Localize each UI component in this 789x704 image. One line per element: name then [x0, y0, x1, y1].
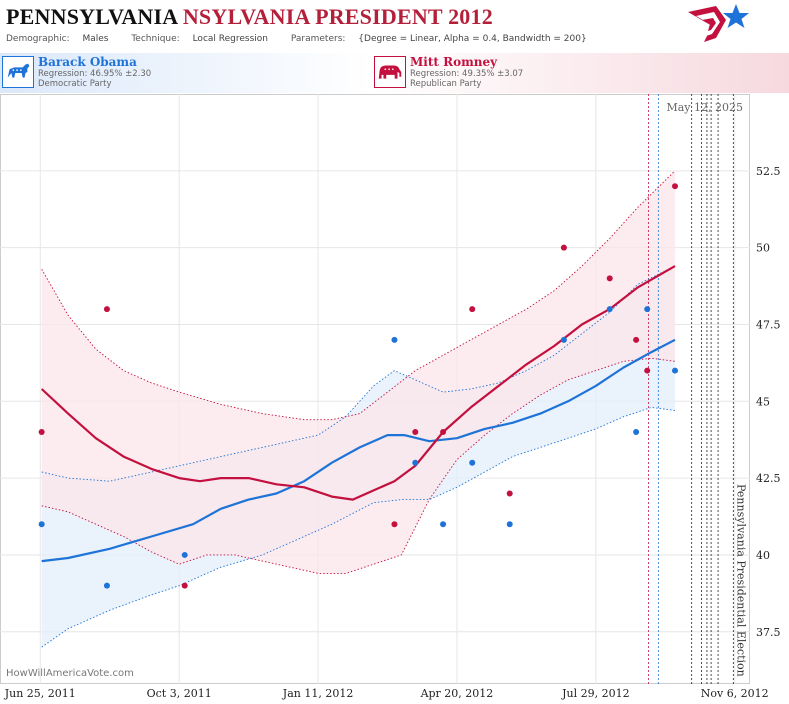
title-rest: NSYLVANIA PRESIDENT 2012 [182, 4, 493, 29]
poll-point-romney [560, 244, 567, 251]
poll-point-romney [606, 275, 613, 282]
obama-name: Barack Obama [38, 55, 137, 69]
y-tick-label: 47.5 [756, 318, 781, 331]
poll-point-romney [644, 367, 651, 374]
poll-point-obama [560, 336, 567, 343]
chart-header: PENNSYLVANIA NSYLVANIA PRESIDENT 2012 De… [0, 0, 789, 50]
poll-point-obama [506, 521, 513, 528]
poll-point-obama [181, 551, 188, 558]
poll-point-romney [412, 429, 419, 436]
obama-regression: Regression: 46.95% ±2.30 [38, 69, 152, 79]
election-label: Pennsylvania Presidential Election [734, 484, 747, 677]
trend-line-romney [40, 265, 676, 501]
technique-label: Technique: [131, 34, 180, 44]
poll-point-romney [506, 490, 513, 497]
candidate-romney-panel: Mitt Romney Regression: 49.35% ±3.07 Rep… [372, 53, 789, 93]
x-tick-label: Apr 20, 2012 [420, 687, 494, 700]
romney-party: Republican Party [410, 79, 482, 89]
trend-line-obama [41, 338, 676, 563]
technique-value: Local Regression [192, 34, 268, 44]
poll-point-obama [633, 429, 640, 436]
poll-point-romney [672, 183, 678, 190]
poll-point-romney [633, 336, 640, 343]
parameters-label: Parameters: [290, 34, 346, 44]
demographic-label: Demographic: [6, 34, 70, 44]
upper-bound-obama [41, 265, 676, 482]
poll-point-romney [103, 306, 110, 313]
demographic-value: Males [82, 34, 109, 44]
date-label: May 12, 2025 [666, 101, 743, 114]
candidate-obama-panel: Barack Obama Regression: 46.95% ±2.30 De… [0, 53, 372, 93]
romney-regression: Regression: 49.35% ±3.07 [410, 69, 524, 79]
y-tick-label: 42.5 [756, 472, 781, 485]
upper-bound-romney [41, 170, 676, 421]
lower-bound-romney [41, 357, 676, 574]
donkey-icon [2, 56, 34, 88]
x-tick-label: Nov 6, 2012 [701, 687, 769, 700]
confidence-band-romney [41, 170, 675, 574]
poll-point-romney [181, 582, 188, 589]
x-tick-label: Jan 11, 2012 [282, 687, 354, 700]
poll-point-obama [606, 306, 613, 313]
poll-point-obama [391, 336, 398, 343]
poll-point-obama [644, 306, 651, 313]
poll-point-obama [412, 459, 419, 466]
y-tick-label: 37.5 [756, 626, 781, 639]
poll-point-obama [672, 367, 678, 374]
poll-point-romney [469, 306, 476, 313]
poll-point-obama [469, 459, 476, 466]
poll-point-romney [440, 429, 447, 436]
parameters-value: {Degree = Linear, Alpha = 0.4, Bandwidth… [358, 34, 587, 44]
romney-name: Mitt Romney [410, 55, 498, 69]
y-tick-label: 40 [756, 549, 770, 562]
x-tick-label: Jun 25, 2011 [4, 687, 76, 700]
y-tick-label: 52.5 [756, 165, 781, 178]
poll-point-obama [103, 582, 110, 589]
poll-point-obama [38, 521, 45, 528]
poll-point-romney [391, 521, 398, 528]
y-tick-label: 45 [756, 395, 770, 408]
x-tick-label: Oct 3, 2011 [147, 687, 212, 700]
chart-title: PENNSYLVANIA NSYLVANIA PRESIDENT 2012 [6, 4, 493, 30]
obama-party: Democratic Party [38, 79, 112, 89]
watermark: HowWillAmericaVote.com [6, 668, 134, 679]
star-flag-logo-icon [688, 4, 749, 42]
poll-point-romney [38, 429, 45, 436]
parameters-line: Demographic: Males Technique: Local Regr… [6, 34, 607, 44]
y-tick-label: 50 [756, 242, 770, 255]
x-tick-label: Jul 29, 2012 [561, 687, 630, 700]
poll-point-obama [440, 521, 447, 528]
elephant-icon [374, 56, 406, 88]
title-state: PENNSYLVANIA [6, 4, 178, 29]
